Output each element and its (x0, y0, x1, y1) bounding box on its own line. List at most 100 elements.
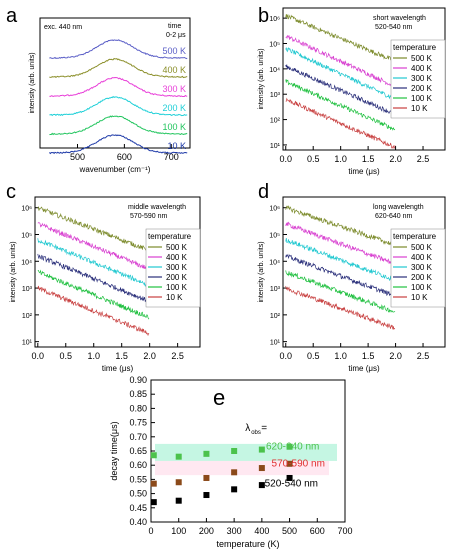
legend-title: temperature (148, 232, 192, 241)
data-point (231, 486, 238, 493)
decay-trace (37, 206, 150, 253)
time-label: time (168, 23, 181, 30)
x-tick-label: 1.0 (334, 154, 347, 164)
x-axis-label: time (μs) (348, 364, 380, 373)
spectrum-label: 400 K (162, 65, 186, 75)
data-point (231, 448, 238, 454)
x-tick-label: 0.5 (307, 351, 320, 361)
data-point (203, 492, 210, 499)
panel-title: middle wavelength (128, 204, 186, 211)
decay-trace (285, 97, 396, 149)
legend-label: 300 K (166, 263, 188, 272)
decay-trace (285, 13, 396, 62)
decay-trace (285, 64, 396, 115)
data-point (203, 474, 210, 481)
x-tick-label: 0.0 (32, 351, 45, 361)
x-tick-label: 600 (117, 152, 132, 162)
decay-trace (285, 270, 396, 313)
legend-label: 200 K (411, 273, 433, 282)
data-point (150, 480, 157, 487)
legend-label: 10 K (166, 293, 183, 302)
y-tick-label: 0.60 (129, 460, 147, 470)
legend-box (390, 228, 446, 308)
y-tick-label: 10³ (270, 92, 281, 99)
x-tick-label: 1.0 (334, 351, 347, 361)
x-axis-label: time (μs) (102, 364, 134, 373)
x-tick-label: 700 (337, 526, 352, 536)
lambda-subscript: obs (251, 430, 261, 436)
decay-trace (285, 238, 396, 283)
legend-label: 500 K (411, 54, 433, 63)
legend-label: 300 K (411, 74, 433, 83)
decay-trace (37, 269, 150, 320)
y-tick-label: 10⁵ (269, 233, 280, 240)
y-axis-label: decay time(μs) (109, 421, 119, 480)
panel-e: 0 100 200 300 400 500 600 700 0.40 0.45 0.50 0.55 0.… (109, 375, 353, 549)
panel-subtitle: 520-540 nm (375, 24, 413, 31)
y-tick-label: 10³ (22, 286, 33, 293)
decay-trace (37, 238, 150, 288)
panel-b: 0.0 0.5 1.0 1.5 2.0 2.5 10¹ 10² 10³ 10⁴ 10⁵ 10⁶ time… (258, 7, 446, 176)
x-tick-label: 1.5 (362, 154, 375, 164)
series-label: 620-640 nm (266, 442, 319, 453)
data-point (286, 460, 293, 467)
spectrum-line (49, 115, 188, 136)
x-tick-label: 2.0 (389, 154, 402, 164)
legend-label: 400 K (411, 253, 433, 262)
legend-box (390, 39, 446, 119)
x-tick-label: 1.5 (115, 351, 128, 361)
x-tick-label: 2.0 (143, 351, 156, 361)
legend-label: 10 K (411, 104, 428, 113)
y-tick-label: 0.45 (129, 503, 147, 513)
x-tick-label: 400 (254, 526, 269, 536)
x-axis-label: time (μs) (348, 167, 380, 176)
y-tick-label: 10⁴ (269, 67, 280, 74)
panel-c: 0.0 0.5 1.0 1.5 2.0 2.5 10¹ 10² 10³ 10⁴ 10⁵ 10⁶ time… (10, 196, 201, 373)
y-axis-label: intensity (arb. units) (10, 241, 17, 302)
spectrum-label: 300 K (162, 84, 186, 94)
data-point (175, 497, 182, 504)
decay-trace (285, 285, 396, 330)
decay-trace (37, 221, 150, 270)
legend-label: 400 K (166, 253, 188, 262)
x-tick-label: 500 (70, 152, 85, 162)
panel-letter-d: d (258, 181, 269, 203)
y-tick-label: 10³ (270, 286, 281, 293)
y-tick-label: 10⁴ (21, 259, 32, 266)
data-point (203, 450, 210, 457)
y-tick-label: 10² (22, 313, 33, 320)
y-tick-label: 10⁵ (269, 42, 280, 49)
legend-label: 100 K (411, 94, 433, 103)
panel-title: short wavelength (373, 15, 426, 22)
series-label: 520-540 nm (265, 479, 318, 490)
x-tick-label: 200 (199, 526, 214, 536)
legend-title: temperature (393, 232, 437, 241)
y-tick-label: 10⁵ (21, 233, 32, 240)
x-axis-label: temperature (K) (216, 539, 279, 549)
x-tick-label: 300 (227, 526, 242, 536)
panel-title: long wavelength (373, 204, 424, 211)
x-tick-label: 600 (310, 526, 325, 536)
decay-trace (285, 34, 396, 88)
spectrum-label: 10 K (167, 141, 186, 151)
legend-label: 200 K (166, 273, 188, 282)
x-tick-label: 700 (164, 152, 179, 162)
x-tick-label: 0.0 (279, 154, 292, 164)
legend-label: 100 K (411, 283, 433, 292)
data-point (258, 446, 265, 453)
legend-box (145, 228, 201, 308)
data-point (150, 499, 157, 506)
y-tick-label: 0.75 (129, 418, 147, 428)
y-tick-label: 10⁶ (21, 206, 32, 213)
decay-trace (37, 253, 150, 304)
decay-trace (285, 205, 396, 248)
y-tick-label: 0.85 (129, 389, 147, 399)
legend-title: temperature (393, 43, 437, 52)
spectrum-line (49, 134, 188, 155)
decay-trace (285, 78, 396, 131)
panel-d: 0.0 0.5 1.0 1.5 2.0 2.5 10¹ 10² 10³ 10⁴ 10⁵ 10⁶ time… (258, 196, 446, 373)
x-tick-label: 2.5 (417, 154, 430, 164)
x-tick-label: 1.0 (87, 351, 100, 361)
excitation-annotation: exc. 440 nm (44, 24, 82, 31)
